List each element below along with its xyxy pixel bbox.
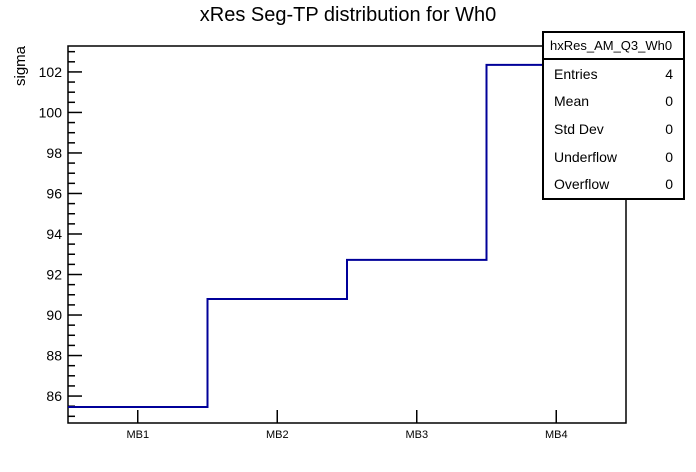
y-tick-label: 98 — [46, 145, 62, 161]
stats-box: hxRes_AM_Q3_Wh0 Entries 4 Mean 0 Std Dev… — [542, 31, 685, 200]
stats-rows: Entries 4 Mean 0 Std Dev 0 Underflow 0 O… — [544, 60, 683, 198]
y-tick-label: 90 — [46, 307, 62, 323]
stats-label: Std Dev — [554, 120, 604, 137]
stats-row: Std Dev 0 — [544, 115, 683, 143]
x-tick-label: MB2 — [266, 429, 289, 441]
histogram-step-line — [68, 63, 626, 408]
stats-row: Mean 0 — [544, 88, 683, 116]
y-tick-label: 88 — [46, 348, 62, 364]
stats-value: 0 — [665, 93, 673, 110]
stats-value: 0 — [665, 176, 673, 193]
stats-label: Overflow — [554, 176, 610, 193]
stats-label: Entries — [554, 65, 598, 82]
stats-row: Overflow 0 — [544, 170, 683, 198]
stats-label: Underflow — [554, 148, 618, 165]
y-tick-label: 100 — [39, 104, 63, 120]
y-tick-label: 94 — [46, 226, 62, 242]
y-tick-label: 92 — [46, 267, 62, 283]
y-tick-label: 86 — [46, 388, 62, 404]
x-tick-label: MB3 — [405, 429, 428, 441]
stats-value: 4 — [665, 65, 673, 82]
y-tick-label: 102 — [39, 64, 63, 80]
stats-row: Entries 4 — [544, 60, 683, 88]
chart-title: xRes Seg-TP distribution for Wh0 — [199, 4, 497, 26]
stats-value: 0 — [665, 148, 673, 165]
y-tick-label: 96 — [46, 185, 62, 201]
stats-label: Mean — [554, 93, 590, 110]
x-tick-label: MB1 — [126, 429, 149, 441]
stats-row: Underflow 0 — [544, 143, 683, 171]
stats-value: 0 — [665, 120, 673, 137]
x-tick-label: MB4 — [545, 429, 568, 441]
stats-box-title: hxRes_AM_Q3_Wh0 — [544, 33, 683, 60]
